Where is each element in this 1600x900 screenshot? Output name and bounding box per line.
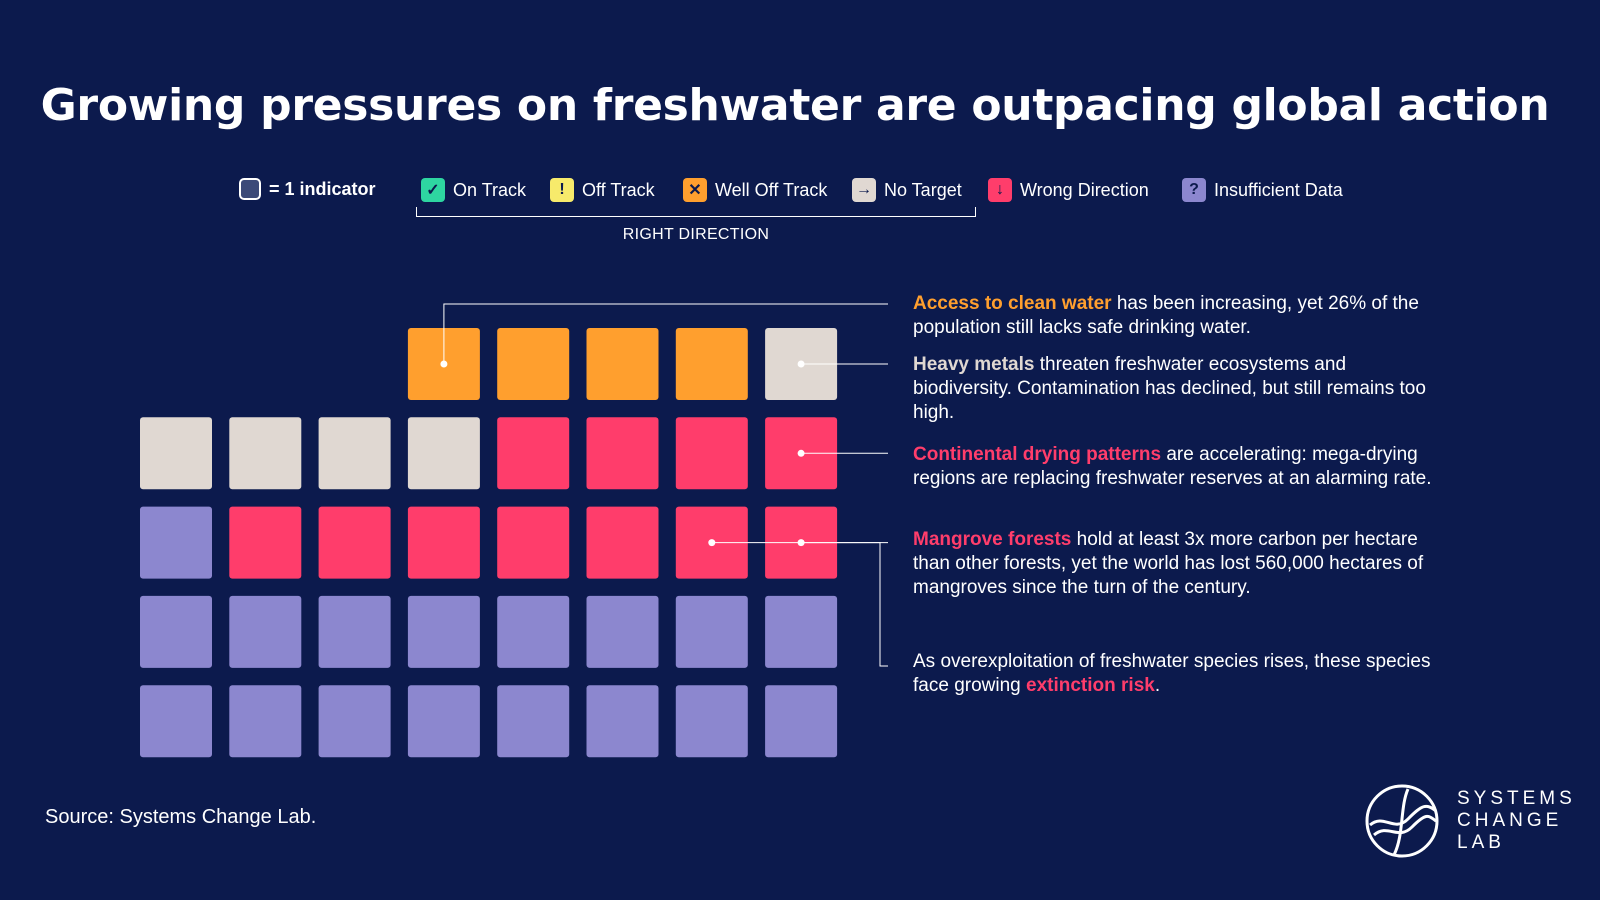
waffle-cell-insufficient-data [497, 685, 570, 758]
annotation-body: has been increasing, yet 26% of the popu… [913, 293, 1419, 338]
annotation-connector-line [443, 303, 888, 364]
waffle-cell-insufficient-data [407, 685, 480, 758]
waffle-cell-insufficient-data [229, 685, 302, 758]
waffle-cell-wrong-direction [497, 506, 570, 579]
legend-item-no-target: → No Target [852, 178, 962, 202]
annotation-dot [797, 360, 805, 368]
right-direction-label: RIGHT DIRECTION [622, 226, 770, 243]
waffle-cell-wrong-direction [407, 506, 480, 579]
waffle-cell-well-off-track [675, 328, 748, 400]
annotation-text: Mangrove forests hold at least 3x more c… [913, 528, 1433, 600]
logo-text-line1: SYSTEMS [1457, 788, 1576, 809]
annotation-highlight: Continental drying patterns [913, 444, 1162, 465]
right-direction-bracket [416, 207, 976, 217]
waffle-cell-wrong-direction [675, 417, 748, 490]
logo-text-line3: LAB [1457, 832, 1505, 853]
legend-item-label: Insufficient Data [1214, 179, 1343, 200]
waffle-cell-no-target [140, 417, 212, 490]
exclamation-icon: ! [550, 178, 574, 202]
annotation-highlight: Access to clean water [913, 293, 1112, 314]
chart-title: Growing pressures on freshwater are outp… [40, 80, 1550, 131]
question-icon: ? [1182, 178, 1206, 202]
waffle-cell-insufficient-data [140, 595, 212, 668]
waffle-cell-wrong-direction [586, 417, 659, 490]
logo-text-line2: CHANGE [1457, 810, 1563, 831]
waffle-cell-insufficient-data [765, 685, 838, 758]
source-note: Source: Systems Change Lab. [45, 806, 317, 828]
legend-item-label: Well Off Track [715, 179, 828, 200]
annotation-dot [797, 449, 805, 457]
legend-item-label: No Target [884, 179, 962, 200]
waffle-cell-insufficient-data [497, 595, 570, 668]
legend-unit-label: = 1 indicator [269, 178, 376, 199]
waffle-cell-no-target [318, 417, 391, 490]
waffle-cell-wrong-direction [586, 506, 659, 579]
waffle-cell-no-target [407, 417, 480, 490]
legend-unit: = 1 indicator [239, 178, 376, 200]
waffle-cell-well-off-track [586, 328, 659, 400]
annotation-body: As overexploitation of freshwater specie… [913, 651, 1431, 696]
waffle-cell-insufficient-data [140, 506, 212, 579]
waffle-cell-insufficient-data [140, 685, 212, 758]
annotation-text: Access to clean water has been increasin… [913, 292, 1433, 340]
systems-change-lab-logo-icon [1365, 784, 1439, 858]
annotation-dot [708, 539, 716, 547]
annotation-highlight: extinction risk [1026, 675, 1155, 696]
annotation-highlight: Heavy metals [913, 354, 1035, 375]
annotation-body: hold at least 3x more carbon per hectare… [913, 529, 1424, 598]
waffle-cell-insufficient-data [765, 595, 838, 668]
waffle-cell-wrong-direction [497, 417, 570, 490]
annotation-dot [440, 360, 448, 368]
annotation-text: Heavy metals threaten freshwater ecosyst… [913, 353, 1433, 425]
annotation-text: Continental drying patterns are accelera… [913, 443, 1433, 491]
annotation-highlight: Mangrove forests [913, 529, 1072, 550]
legend-item-insufficient-data: ? Insufficient Data [1182, 178, 1343, 202]
waffle-cell-insufficient-data [229, 595, 302, 668]
legend-item-label: On Track [453, 179, 527, 200]
check-icon: ✓ [421, 178, 445, 202]
annotation-body: . [1154, 675, 1161, 696]
annotation-connector-line [711, 542, 888, 667]
annotation-body: threaten freshwater ecosystems and biodi… [913, 354, 1426, 423]
legend-item-label: Wrong Direction [1020, 179, 1149, 200]
waffle-cell-insufficient-data [586, 685, 659, 758]
x-icon: ✕ [683, 178, 707, 202]
legend-item-label: Off Track [582, 179, 655, 200]
annotation-body: are accelerating: mega-drying regions ar… [913, 444, 1432, 489]
waffle-cell-wrong-direction [229, 506, 302, 579]
arrow-right-icon: → [852, 178, 876, 202]
annotation-text: As overexploitation of freshwater specie… [913, 650, 1433, 698]
legend-item-well-off-track: ✕ Well Off Track [683, 178, 827, 202]
waffle-cell-no-target [229, 417, 302, 490]
legend-item-off-track: ! Off Track [550, 178, 655, 202]
waffle-cell-wrong-direction [318, 506, 391, 579]
waffle-cell-insufficient-data [675, 685, 748, 758]
waffle-cell-insufficient-data [318, 685, 391, 758]
waffle-cell-insufficient-data [318, 595, 391, 668]
indicator-square-icon [239, 178, 261, 200]
waffle-cell-well-off-track [497, 328, 570, 400]
legend-item-on-track: ✓ On Track [421, 178, 526, 202]
arrow-down-icon: ↓ [988, 178, 1012, 202]
waffle-cell-insufficient-data [586, 595, 659, 668]
waffle-cell-insufficient-data [407, 595, 480, 668]
logo-text: SYSTEMS CHANGE LAB [1457, 788, 1576, 854]
waffle-cell-insufficient-data [675, 595, 748, 668]
legend-item-wrong-direction: ↓ Wrong Direction [988, 178, 1149, 202]
